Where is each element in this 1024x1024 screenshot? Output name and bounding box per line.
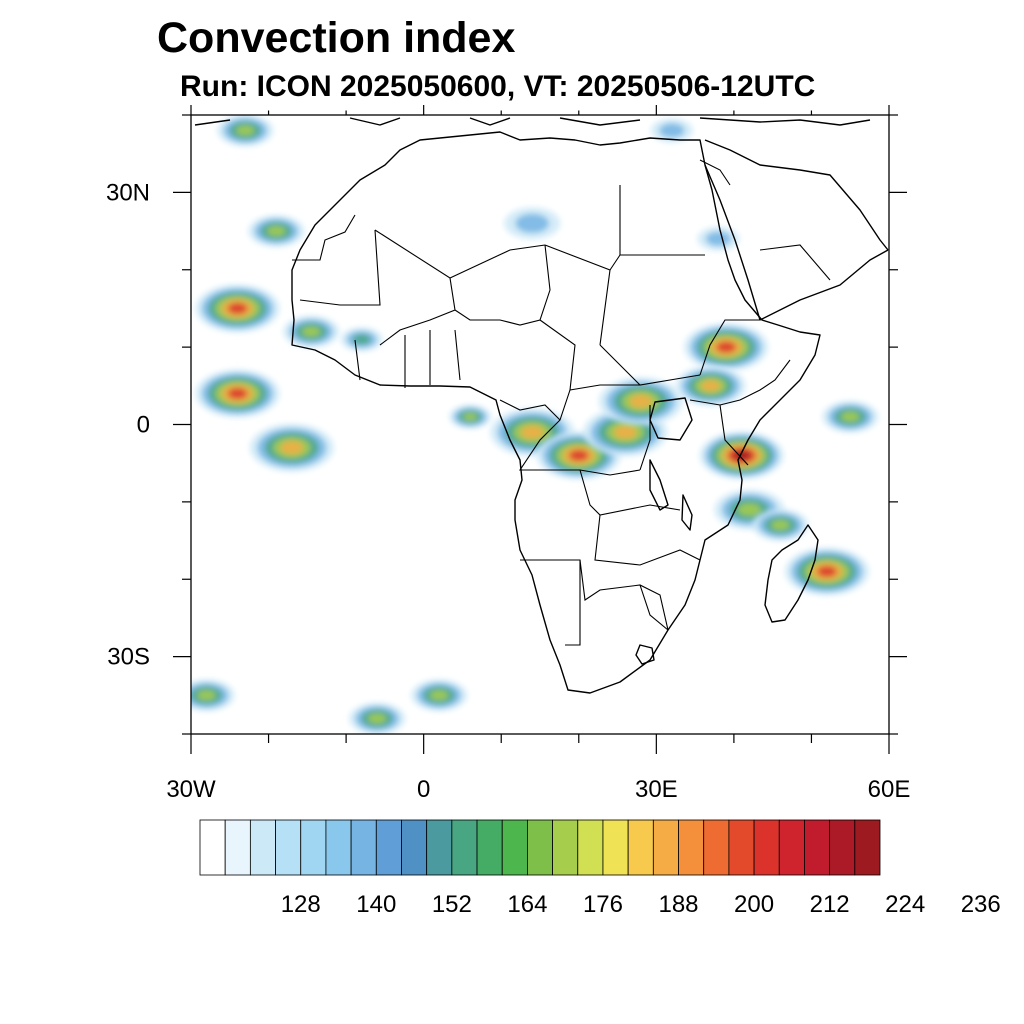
colorbar-box: [501, 819, 528, 876]
colorbar-box: [602, 819, 629, 876]
lake-malawi: [681, 494, 693, 531]
colorbar-box: [652, 819, 679, 876]
colorbar-box: [401, 819, 428, 876]
colorbar-box: [275, 819, 302, 876]
lesotho-border: [635, 644, 655, 665]
arabia-coastline: [704, 139, 889, 321]
colorbar-box: [552, 819, 579, 876]
convection-cell: [752, 509, 809, 542]
colorbar-box: [829, 819, 856, 876]
y-axis-labels: 30N 0 30S: [106, 179, 150, 670]
convection-cell: [697, 226, 740, 251]
madagascar-coastline: [764, 524, 819, 623]
x-axis-labels: 30W 0 30E 60E: [166, 776, 910, 803]
axis-ticks: [173, 105, 907, 754]
colorbar-box: [300, 819, 327, 876]
convection-cell: [283, 315, 340, 348]
chart-title: Convection index: [157, 14, 516, 62]
colorbar-label: 236: [961, 891, 1001, 918]
x-tick-label: 30W: [166, 776, 216, 803]
x-tick-label: 30E: [635, 776, 678, 803]
colorbar-box: [426, 819, 453, 876]
colorbar-label: 200: [734, 891, 774, 918]
colorbar: [199, 819, 881, 876]
x-tick-label: 60E: [868, 776, 911, 803]
convection-cell: [449, 404, 492, 429]
colorbar-box: [375, 819, 402, 876]
red-sea-coast: [704, 164, 761, 321]
convection-cell: [675, 365, 746, 406]
convection-cell: [598, 377, 683, 426]
lake-tanganyika: [649, 459, 669, 511]
convection-cell: [349, 702, 406, 734]
colorbar-label: 164: [507, 891, 547, 918]
convection-cell: [249, 423, 334, 472]
convection-cell: [191, 679, 235, 712]
colorbar-label: 212: [810, 891, 850, 918]
colorbar-box: [854, 819, 881, 876]
colorbar-box: [577, 819, 604, 876]
mediterranean-europe-coast: [194, 117, 871, 126]
convection-cell: [822, 400, 879, 433]
colorbar-box: [527, 819, 553, 876]
colorbar-label: 224: [885, 891, 925, 918]
country-borders: [292, 159, 831, 646]
convection-cell: [248, 215, 305, 248]
colorbar-box: [476, 819, 503, 876]
colorbar-box: [678, 819, 705, 876]
colorbar-box: [350, 819, 377, 876]
colorbar-label: 140: [356, 891, 396, 918]
y-tick-label: 30N: [106, 179, 150, 206]
y-tick-label: 0: [137, 412, 150, 439]
convection-cell: [784, 547, 869, 596]
convection-cell: [340, 327, 383, 352]
colorbar-box: [804, 819, 831, 876]
colorbar-box: [728, 819, 755, 876]
convection-field: [191, 115, 879, 734]
colorbar-label: 188: [658, 891, 698, 918]
convection-cell: [504, 207, 561, 240]
convection-cell: [699, 431, 784, 480]
convection-cell: [650, 118, 693, 143]
colorbar-label: 152: [432, 891, 472, 918]
convection-cell: [195, 369, 280, 418]
convection-cell: [411, 679, 468, 712]
y-tick-label: 30S: [107, 644, 150, 671]
colorbar-box: [249, 819, 276, 876]
colorbar-box: [627, 819, 654, 876]
colorbar-box: [778, 819, 805, 876]
colorbar-box: [199, 819, 226, 876]
colorbar-label: 176: [583, 891, 623, 918]
colorbar-box: [753, 819, 780, 876]
convection-cell: [684, 323, 769, 372]
colorbar-labels: 128 140 152 164 176 188 200 212 224 236: [281, 891, 1001, 918]
convection-cell: [217, 115, 274, 147]
colorbar-box: [325, 819, 352, 876]
colorbar-box: [224, 819, 251, 876]
colorbar-label: 128: [281, 891, 321, 918]
colorbar-box: [703, 819, 730, 876]
x-tick-label: 0: [417, 776, 430, 803]
chart-subtitle: Run: ICON 2025050600, VT: 20250506-12UTC: [180, 70, 816, 103]
convection-cell: [195, 284, 280, 333]
colorbar-box: [451, 819, 478, 876]
